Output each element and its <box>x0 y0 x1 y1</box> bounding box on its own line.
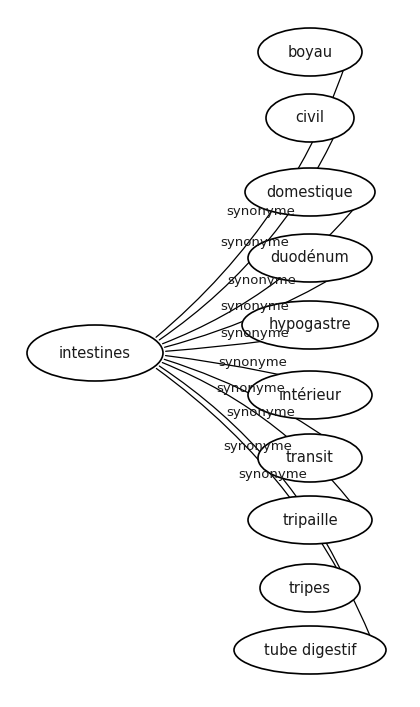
Text: duodénum: duodénum <box>270 250 349 266</box>
Text: intestines: intestines <box>59 346 131 361</box>
Text: synonyme: synonyme <box>218 356 287 368</box>
Text: synonyme: synonyme <box>226 205 295 218</box>
Ellipse shape <box>27 325 163 381</box>
Ellipse shape <box>260 564 360 612</box>
Text: synonyme: synonyme <box>216 382 285 395</box>
Text: boyau: boyau <box>287 45 333 59</box>
Text: tube digestif: tube digestif <box>264 643 356 658</box>
Text: synonyme: synonyme <box>239 468 307 481</box>
Ellipse shape <box>248 496 372 544</box>
Text: tripes: tripes <box>289 580 331 595</box>
Ellipse shape <box>242 301 378 349</box>
Ellipse shape <box>234 626 386 674</box>
Text: tripaille: tripaille <box>282 513 338 527</box>
Text: synonyme: synonyme <box>220 236 289 250</box>
Text: synonyme: synonyme <box>223 440 292 453</box>
Text: transit: transit <box>286 450 334 465</box>
Ellipse shape <box>248 234 372 282</box>
Ellipse shape <box>248 371 372 419</box>
Ellipse shape <box>266 94 354 142</box>
Text: intérieur: intérieur <box>278 387 341 402</box>
Text: synonyme: synonyme <box>227 406 296 419</box>
Ellipse shape <box>245 168 375 216</box>
Ellipse shape <box>258 434 362 482</box>
Text: hypogastre: hypogastre <box>269 317 351 332</box>
Text: domestique: domestique <box>267 185 353 199</box>
Text: synonyme: synonyme <box>220 327 289 340</box>
Text: synonyme: synonyme <box>220 300 289 313</box>
Ellipse shape <box>258 28 362 76</box>
Text: synonyme: synonyme <box>228 274 297 287</box>
Text: civil: civil <box>296 110 325 126</box>
